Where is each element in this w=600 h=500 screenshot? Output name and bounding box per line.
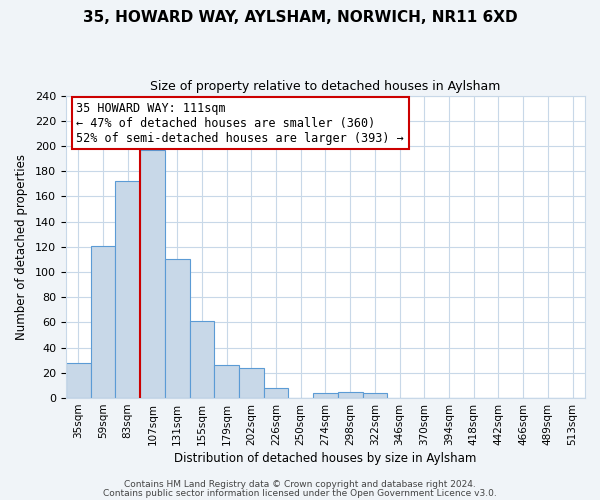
Bar xyxy=(165,260,190,398)
Bar xyxy=(91,246,115,398)
Bar xyxy=(190,321,214,398)
Text: Contains public sector information licensed under the Open Government Licence v3: Contains public sector information licen… xyxy=(103,488,497,498)
Y-axis label: Number of detached properties: Number of detached properties xyxy=(15,154,28,340)
Text: 35, HOWARD WAY, AYLSHAM, NORWICH, NR11 6XD: 35, HOWARD WAY, AYLSHAM, NORWICH, NR11 6… xyxy=(83,10,517,25)
X-axis label: Distribution of detached houses by size in Aylsham: Distribution of detached houses by size … xyxy=(174,452,476,465)
Bar xyxy=(66,363,91,398)
Bar xyxy=(239,368,263,398)
Text: 35 HOWARD WAY: 111sqm
← 47% of detached houses are smaller (360)
52% of semi-det: 35 HOWARD WAY: 111sqm ← 47% of detached … xyxy=(76,102,404,144)
Bar xyxy=(115,182,140,398)
Bar xyxy=(338,392,362,398)
Bar xyxy=(313,393,338,398)
Text: Contains HM Land Registry data © Crown copyright and database right 2024.: Contains HM Land Registry data © Crown c… xyxy=(124,480,476,489)
Bar xyxy=(214,366,239,398)
Title: Size of property relative to detached houses in Aylsham: Size of property relative to detached ho… xyxy=(150,80,500,93)
Bar xyxy=(263,388,289,398)
Bar xyxy=(140,150,165,398)
Bar xyxy=(362,393,387,398)
